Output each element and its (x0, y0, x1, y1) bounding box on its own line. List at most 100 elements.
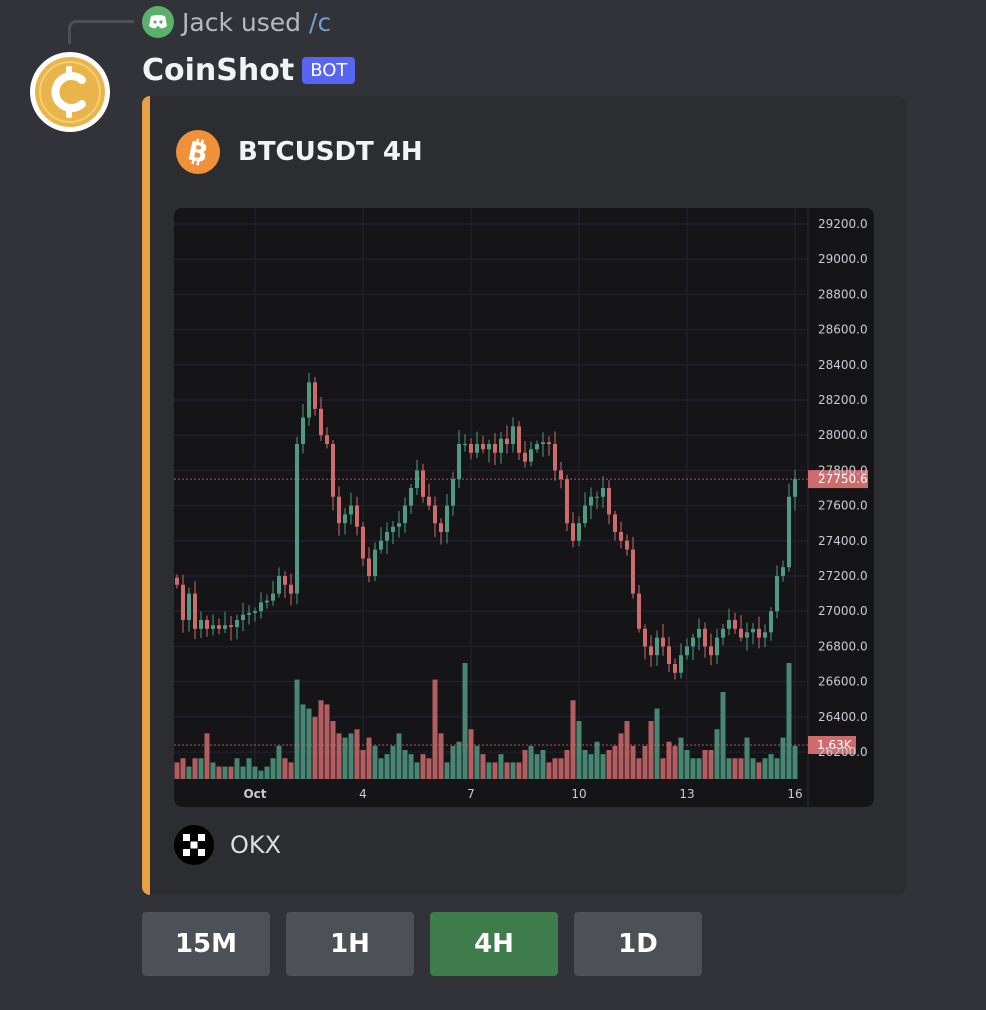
candle-body (307, 382, 311, 418)
candle-body (505, 438, 509, 444)
author-name[interactable]: CoinShot (142, 52, 295, 88)
volume-bar (378, 758, 384, 779)
candle-body (451, 479, 455, 506)
last-volume-label: 1.63K (817, 738, 853, 752)
time-tick-label: 10 (571, 787, 586, 801)
candle-body (709, 646, 713, 656)
volume-bar (270, 758, 276, 779)
candle-body (685, 646, 689, 656)
volume-bar (174, 762, 180, 779)
volume-bar (474, 745, 480, 779)
coinshot-logo-icon (35, 57, 105, 127)
volume-bar (192, 758, 198, 779)
candlestick-chart-svg[interactable]: 27750.6 1.63K 29200.0 29000.0 28800.0 28600.… (174, 208, 874, 807)
candle-body (403, 505, 407, 524)
candle-body (241, 614, 245, 620)
volume-bar (708, 750, 714, 779)
volume-bar (564, 750, 570, 779)
bot-badge: BOT (302, 56, 356, 84)
volume-bar (282, 758, 288, 779)
candle-body (223, 625, 227, 629)
price-tick-label: 29000.0 (818, 252, 868, 266)
volume-bar (552, 758, 558, 779)
candle-body (607, 488, 611, 515)
candle-body (487, 444, 491, 450)
candle-body (625, 540, 629, 550)
volume-bar (612, 745, 618, 779)
candle-body (559, 470, 563, 480)
volume-bar (738, 758, 744, 779)
candle-body (193, 593, 197, 629)
volume-bar (522, 750, 528, 779)
candle-body (529, 449, 533, 462)
price-tick-label: 26200.0 (818, 745, 868, 759)
volume-bar (180, 758, 186, 779)
candle-body (661, 637, 665, 647)
candle-body (619, 532, 623, 541)
volume-bar (432, 679, 438, 779)
price-tick-label: 26400.0 (818, 710, 868, 724)
volume-bar (186, 766, 192, 779)
candle-body (457, 444, 461, 480)
volume-bar (486, 762, 492, 779)
candle-body (463, 444, 467, 445)
interval-button-1d[interactable]: 1D (574, 912, 702, 976)
volume-bar (528, 745, 534, 779)
interval-button-15m[interactable]: 15M (142, 912, 270, 976)
candle-body (349, 505, 353, 515)
volume-bar (744, 737, 750, 779)
candle-body (637, 593, 641, 629)
volume-bar (336, 733, 342, 779)
time-tick-label: 4 (359, 787, 367, 801)
price-chart[interactable]: 27750.6 1.63K 29200.0 29000.0 28800.0 28600.… (174, 208, 874, 807)
volume-bar (450, 745, 456, 779)
candle-body (205, 620, 209, 629)
reply-context[interactable]: Jack used /c (142, 6, 331, 38)
bot-avatar[interactable] (30, 52, 110, 132)
candle-body (715, 637, 719, 656)
interval-button-1h[interactable]: 1H (286, 912, 414, 976)
volume-bar (768, 754, 774, 779)
volume-bar (408, 754, 414, 779)
last-volume-tag (808, 736, 856, 755)
volume-bar (594, 741, 600, 779)
volume-bar (258, 770, 264, 779)
volume-bar (774, 758, 780, 779)
volume-bar (534, 754, 540, 779)
price-tick-label: 27600.0 (818, 499, 868, 513)
volume-bar (222, 766, 228, 779)
candle-body (565, 479, 569, 524)
interval-button-4h[interactable]: 4H (430, 912, 558, 976)
embed-author: B BTCUSDT 4H (176, 130, 423, 174)
candle-body (781, 567, 785, 576)
volume-bar (318, 700, 324, 779)
price-tick-label: 27400.0 (818, 534, 868, 548)
volume-bar (624, 721, 630, 779)
candle-body (787, 496, 791, 568)
volume-bar (444, 762, 450, 779)
candle-body (373, 549, 377, 576)
candle-body (691, 637, 695, 647)
candle-body (301, 417, 305, 444)
candle-body (523, 452, 527, 462)
reply-command[interactable]: /c (309, 7, 332, 37)
volume-bar (678, 737, 684, 779)
price-tick-label: 27800.0 (818, 463, 868, 477)
candle-body (325, 435, 329, 444)
volume-bar (498, 754, 504, 779)
price-tick-label: 28400.0 (818, 358, 868, 372)
reply-username[interactable]: Jack (182, 7, 233, 37)
volume-bar (732, 758, 738, 779)
volume-bar (540, 750, 546, 779)
price-tick-label: 27000.0 (818, 604, 868, 618)
candle-body (571, 523, 575, 541)
candle-body (391, 526, 395, 532)
candle-body (469, 444, 473, 453)
candle-body (343, 514, 347, 524)
volume-bar (324, 704, 330, 779)
candle-body (367, 558, 371, 576)
candle-body (235, 620, 239, 628)
volume-bar (780, 737, 786, 779)
price-tick-label: 28800.0 (818, 287, 868, 301)
candle-body (421, 470, 425, 497)
